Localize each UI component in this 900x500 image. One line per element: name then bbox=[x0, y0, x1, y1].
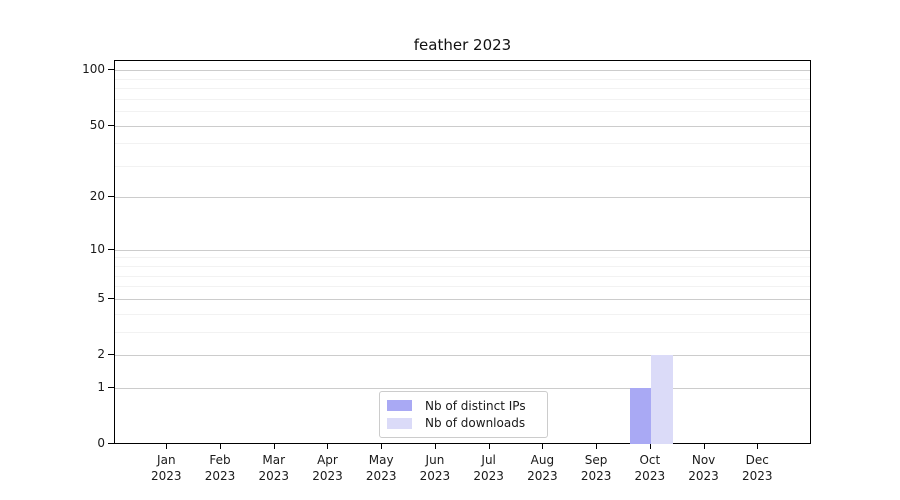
legend-label-distinct-ips: Nb of distinct IPs bbox=[425, 398, 526, 413]
minor-gridline bbox=[115, 98, 810, 100]
legend-swatch-distinct-ips bbox=[387, 400, 412, 412]
x-tick-mark bbox=[596, 444, 598, 449]
y-tick-mark bbox=[108, 124, 114, 126]
x-tick-mark bbox=[703, 444, 705, 449]
x-tick-label: Oct 2023 bbox=[634, 453, 666, 483]
y-tick-label: 5 bbox=[97, 290, 105, 305]
minor-gridline bbox=[115, 266, 810, 268]
minor-gridline bbox=[115, 286, 810, 288]
x-tick-mark bbox=[542, 444, 544, 449]
x-tick-label: Apr 2023 bbox=[312, 453, 343, 483]
y-tick-mark bbox=[108, 354, 114, 355]
minor-gridline bbox=[115, 165, 810, 167]
x-tick-label: Sep 2023 bbox=[580, 453, 612, 483]
x-tick-label: Jun 2023 bbox=[419, 453, 451, 483]
chart-title: feather 2023 bbox=[413, 36, 512, 54]
x-tick-mark bbox=[434, 444, 436, 449]
major-gridline bbox=[115, 355, 810, 356]
minor-gridline bbox=[115, 313, 810, 315]
minor-gridline bbox=[115, 88, 810, 90]
x-tick-mark bbox=[166, 444, 168, 449]
major-gridline bbox=[115, 70, 810, 72]
x-tick-mark bbox=[220, 444, 222, 449]
major-gridline bbox=[115, 387, 810, 389]
bar-downloads bbox=[650, 355, 673, 444]
x-tick-mark bbox=[488, 444, 490, 449]
major-gridline bbox=[115, 249, 810, 251]
y-tick-label: 50 bbox=[89, 117, 105, 132]
minor-gridline bbox=[115, 275, 810, 277]
minor-gridline bbox=[115, 331, 810, 333]
minor-gridline bbox=[115, 78, 810, 80]
x-tick-label: Aug 2023 bbox=[527, 453, 558, 483]
legend-item-distinct-ips: Nb of distinct IPs bbox=[387, 397, 540, 415]
x-tick-label: Dec 2023 bbox=[742, 453, 773, 483]
x-tick-mark bbox=[649, 444, 651, 449]
x-tick-mark bbox=[757, 444, 759, 449]
y-tick-label: 2 bbox=[97, 347, 105, 361]
y-tick-mark bbox=[108, 248, 114, 250]
y-tick-mark bbox=[108, 443, 114, 444]
x-tick-label: Jan 2023 bbox=[151, 453, 182, 483]
x-tick-label: Nov 2023 bbox=[688, 453, 719, 483]
y-tick-label: 0 bbox=[97, 436, 105, 450]
y-tick-mark bbox=[108, 69, 114, 71]
y-tick-mark bbox=[108, 297, 114, 299]
y-tick-label: 10 bbox=[89, 241, 105, 256]
legend-swatch-downloads bbox=[387, 417, 412, 429]
y-tick-mark bbox=[108, 196, 114, 198]
x-tick-label: Mar 2023 bbox=[258, 453, 290, 483]
x-tick-label: Jul 2023 bbox=[473, 453, 504, 483]
x-tick-mark bbox=[273, 444, 275, 449]
legend-label-downloads: Nb of downloads bbox=[425, 416, 526, 431]
minor-gridline bbox=[115, 143, 810, 145]
plot-area: Nb of distinct IPs Nb of downloads bbox=[114, 60, 811, 444]
x-tick-label: May 2023 bbox=[365, 453, 397, 483]
y-tick-label: 20 bbox=[89, 189, 105, 204]
legend-item-downloads: Nb of downloads bbox=[387, 415, 540, 433]
y-tick-label: 1 bbox=[97, 379, 105, 394]
y-tick-mark bbox=[108, 386, 114, 388]
minor-gridline bbox=[115, 257, 810, 259]
bar-distinct-ips bbox=[629, 387, 651, 444]
x-tick-label: Feb 2023 bbox=[204, 453, 236, 483]
minor-gridline bbox=[115, 111, 810, 113]
legend: Nb of distinct IPs Nb of downloads bbox=[379, 391, 548, 438]
major-gridline bbox=[115, 125, 810, 127]
y-tick-label: 100 bbox=[82, 62, 105, 77]
major-gridline bbox=[115, 197, 810, 199]
major-gridline bbox=[115, 298, 810, 300]
x-tick-mark bbox=[327, 444, 329, 449]
x-tick-mark bbox=[381, 444, 383, 449]
